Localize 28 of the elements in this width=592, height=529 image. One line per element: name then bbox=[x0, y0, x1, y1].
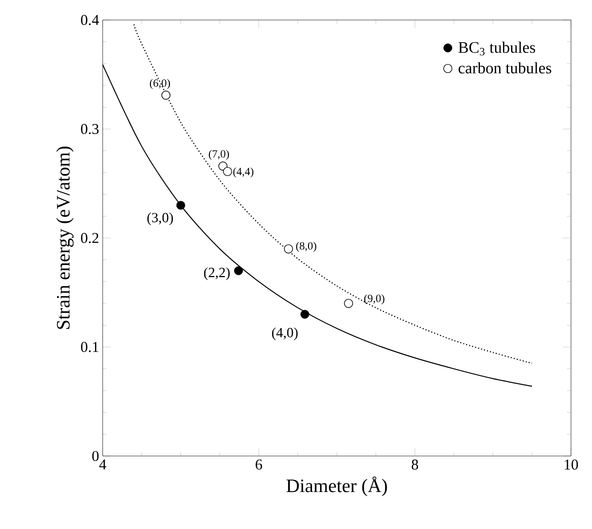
point bbox=[161, 90, 170, 100]
annotation: (8,0) bbox=[296, 242, 316, 252]
annotation: (4,0) bbox=[272, 327, 298, 340]
y-axis-title: Strain energy (eV/atom) bbox=[56, 146, 74, 329]
annotation: (6,0) bbox=[150, 79, 170, 90]
point bbox=[223, 166, 232, 176]
y-tick-label: 0.4 bbox=[81, 14, 99, 26]
point bbox=[176, 200, 186, 210]
point bbox=[300, 310, 310, 319]
annotation: (3,0) bbox=[147, 212, 173, 226]
annotation: (9,0) bbox=[364, 294, 384, 304]
x-tick-label: 4 bbox=[99, 460, 106, 470]
point bbox=[344, 298, 354, 308]
annotation: (7,0) bbox=[208, 150, 229, 160]
x-tick-label: 10 bbox=[564, 460, 578, 470]
x-tick-label: 8 bbox=[412, 460, 418, 470]
point bbox=[234, 266, 243, 276]
y-tick-label: 0.1 bbox=[81, 342, 98, 352]
y-tick-label: 0 bbox=[92, 450, 99, 462]
point bbox=[284, 244, 294, 254]
x-tick-label: 6 bbox=[256, 460, 262, 470]
legend-label: carbon tubules bbox=[458, 62, 552, 74]
annotation: (2,2) bbox=[204, 267, 230, 280]
y-tick-label: 0.2 bbox=[81, 232, 98, 244]
x-axis-title: Diameter (Å) bbox=[286, 476, 387, 496]
annotation: (4,4) bbox=[233, 168, 254, 178]
y-tick-label: 0.3 bbox=[81, 124, 99, 134]
legend-label: BC$_{3}$ tubules bbox=[458, 42, 536, 56]
